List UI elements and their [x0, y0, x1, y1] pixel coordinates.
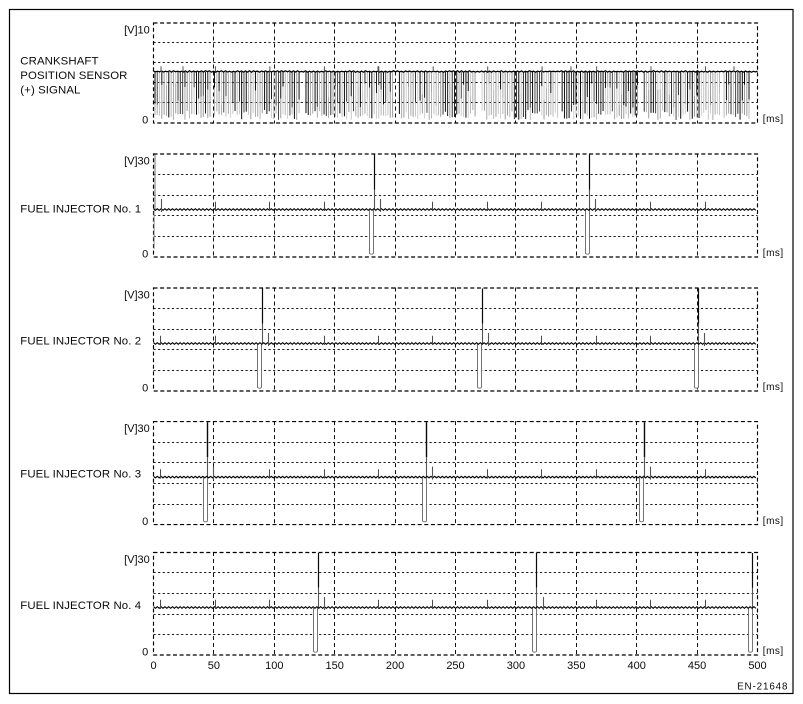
svg-text:50: 50 [208, 660, 220, 672]
svg-text:[ms]: [ms] [763, 382, 784, 393]
svg-text:100: 100 [265, 660, 283, 672]
svg-text:500: 500 [748, 660, 766, 672]
svg-text:[ms]: [ms] [763, 646, 784, 657]
svg-text:(+) SIGNAL: (+) SIGNAL [20, 84, 80, 96]
svg-text:0: 0 [150, 660, 156, 672]
svg-text:FUEL INJECTOR No. 4: FUEL INJECTOR No. 4 [20, 600, 141, 612]
svg-text:[V]30: [V]30 [124, 155, 150, 167]
svg-text:350: 350 [567, 660, 585, 672]
svg-text:0: 0 [142, 383, 148, 395]
svg-text:[V]30: [V]30 [124, 289, 150, 301]
svg-text:FUEL INJECTOR No. 2: FUEL INJECTOR No. 2 [20, 335, 141, 347]
svg-text:0: 0 [142, 647, 148, 659]
svg-text:200: 200 [386, 660, 404, 672]
svg-text:0: 0 [142, 115, 148, 127]
svg-text:[V]30: [V]30 [124, 554, 150, 566]
svg-text:[V]30: [V]30 [124, 423, 150, 435]
svg-text:250: 250 [446, 660, 464, 672]
svg-text:CRANKSHAFT: CRANKSHAFT [20, 56, 98, 68]
svg-text:450: 450 [688, 660, 706, 672]
svg-text:300: 300 [507, 660, 525, 672]
svg-text:EN-21648: EN-21648 [737, 681, 788, 692]
svg-text:FUEL INJECTOR No. 3: FUEL INJECTOR No. 3 [20, 468, 141, 480]
svg-text:400: 400 [628, 660, 646, 672]
svg-text:0: 0 [142, 516, 148, 528]
svg-text:[ms]: [ms] [763, 248, 784, 259]
svg-text:0: 0 [142, 249, 148, 261]
svg-text:[V]10: [V]10 [124, 24, 150, 36]
svg-text:[ms]: [ms] [763, 516, 784, 527]
svg-text:POSITION SENSOR: POSITION SENSOR [20, 70, 127, 82]
svg-text:[ms]: [ms] [763, 114, 784, 125]
svg-text:FUEL INJECTOR No. 1: FUEL INJECTOR No. 1 [20, 204, 141, 216]
svg-text:150: 150 [326, 660, 344, 672]
